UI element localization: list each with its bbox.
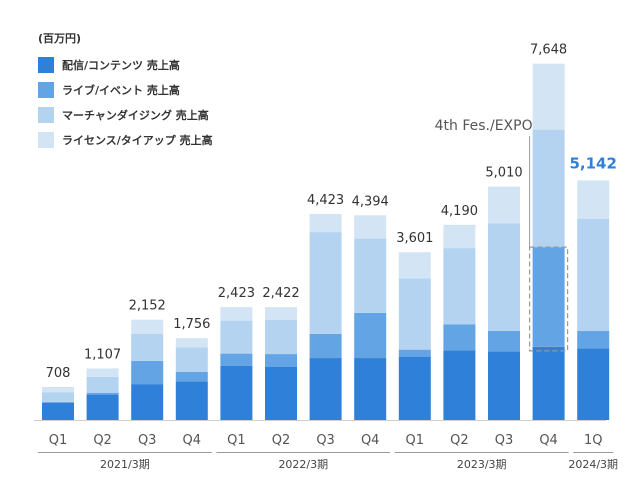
legend-label-license: ライセンス/タイアップ 売上高 [62, 133, 213, 147]
legend: (百万円) 配信/コンテンツ 売上高 ライブ/イベント 売上高 マーチャンダイジ… [38, 30, 213, 152]
bar-segment-8-2 [398, 278, 431, 350]
legend-item-merch: マーチャンダイジング 売上高 [38, 102, 213, 127]
total-label-11: 7,648 [530, 43, 567, 58]
total-label-9: 4,190 [441, 204, 478, 219]
total-label-3: 1,756 [173, 317, 210, 332]
bar-segment-8-3 [398, 252, 431, 279]
group-label-3: 2024/3期 [568, 458, 618, 471]
bar-segment-6-3 [309, 213, 342, 233]
bar-segment-5-2 [265, 319, 297, 355]
bar-segment-1-2 [86, 376, 119, 393]
bar-segment-2-0 [131, 384, 164, 420]
total-label-5: 2,422 [262, 286, 299, 301]
bar-segment-2-1 [131, 360, 164, 385]
bar-segment-6-1 [309, 333, 342, 359]
total-label-6: 4,423 [307, 193, 344, 208]
category-tick-6: Q3 [316, 433, 335, 448]
legend-item-license: ライセンス/タイアップ 売上高 [38, 127, 213, 152]
bar-segment-0-3 [42, 387, 74, 393]
bar-segment-2-3 [131, 319, 164, 334]
bar-segment-1-0 [86, 394, 119, 420]
bar-segment-4-2 [220, 320, 253, 354]
bar-segment-3-0 [175, 381, 208, 420]
total-label-10: 5,010 [485, 166, 522, 181]
bar-segment-4-0 [220, 365, 253, 420]
bar-segment-4-3 [220, 307, 253, 321]
category-tick-9: Q2 [450, 433, 469, 448]
legend-swatch-license [38, 131, 54, 148]
total-label-2: 2,152 [129, 299, 166, 314]
group-label-0: 2021/3期 [100, 458, 150, 471]
bar-segment-0-2 [42, 392, 74, 402]
group-label-2: 2023/3期 [457, 458, 507, 471]
legend-swatch-streaming [38, 56, 54, 73]
total-label-8: 3,601 [396, 231, 433, 246]
bar-segment-3-1 [175, 372, 208, 382]
bar-segment-9-3 [443, 224, 476, 249]
legend-swatch-merch [38, 106, 54, 123]
bar-segment-8-1 [398, 349, 431, 357]
bar-segment-9-0 [443, 350, 476, 420]
bar-segment-12-2 [577, 218, 610, 332]
bar-segment-7-3 [354, 215, 387, 239]
category-tick-8: Q1 [406, 433, 425, 448]
annotation-label: 4th Fes./EXPO [435, 118, 533, 134]
total-label-1: 1,107 [84, 347, 121, 362]
category-tick-1: Q2 [93, 433, 112, 448]
total-label-12: 5,142 [569, 154, 616, 172]
category-tick-12: 1Q [584, 433, 603, 448]
bar-segment-12-1 [577, 331, 610, 349]
bar-segment-5-3 [265, 307, 297, 320]
bar-segment-12-0 [577, 348, 610, 420]
bar-segment-0-1 [42, 401, 74, 403]
bar-segment-1-3 [86, 368, 119, 377]
bar-segment-3-3 [175, 338, 208, 348]
legend-swatch-live [38, 81, 54, 98]
bar-segment-10-1 [488, 330, 520, 352]
category-tick-10: Q3 [495, 433, 514, 448]
category-tick-11: Q4 [539, 433, 558, 448]
bar-segment-10-0 [488, 351, 520, 420]
bar-segment-3-2 [175, 347, 208, 373]
bar-segment-10-3 [488, 186, 520, 224]
bar-segment-11-1 [532, 247, 565, 347]
legend-item-streaming: 配信/コンテンツ 売上高 [38, 52, 213, 77]
bar-segment-7-1 [354, 312, 387, 359]
total-label-0: 708 [46, 366, 71, 381]
legend-item-live: ライブ/イベント 売上高 [38, 77, 213, 102]
bar-segment-12-3 [577, 180, 610, 219]
legend-label-live: ライブ/イベント 売上高 [62, 83, 180, 97]
total-label-4: 2,423 [218, 286, 255, 301]
bar-segment-2-2 [131, 333, 164, 361]
category-tick-2: Q3 [138, 433, 157, 448]
legend-label-streaming: 配信/コンテンツ 売上高 [62, 58, 180, 72]
category-tick-5: Q2 [272, 433, 291, 448]
bar-segment-11-3 [532, 63, 565, 130]
bar-segment-8-0 [398, 356, 431, 420]
bar-segment-0-0 [42, 402, 74, 420]
bar-segment-6-0 [309, 358, 342, 420]
annotation-dashed-box [528, 246, 569, 352]
total-label-7: 4,394 [352, 194, 389, 209]
bar-segment-7-2 [354, 238, 387, 313]
category-tick-3: Q4 [183, 433, 202, 448]
bar-segment-7-0 [354, 358, 387, 420]
unit-label: (百万円) [38, 32, 82, 45]
legend-label-merch: マーチャンダイジング 売上高 [62, 108, 209, 122]
group-label-1: 2022/3期 [278, 458, 328, 471]
bar-segment-11-0 [532, 346, 565, 420]
bar-segment-9-1 [443, 324, 476, 351]
bar-segment-6-2 [309, 232, 342, 334]
bar-segment-9-2 [443, 248, 476, 325]
bar-segment-4-1 [220, 353, 253, 366]
category-tick-7: Q4 [361, 433, 380, 448]
bar-segment-1-1 [86, 392, 119, 395]
category-tick-0: Q1 [49, 433, 68, 448]
bar-segment-10-2 [488, 223, 520, 331]
bar-segment-11-2 [532, 129, 565, 248]
bar-segment-5-1 [265, 354, 297, 367]
category-tick-4: Q1 [227, 433, 246, 448]
bar-segment-5-0 [265, 366, 297, 420]
